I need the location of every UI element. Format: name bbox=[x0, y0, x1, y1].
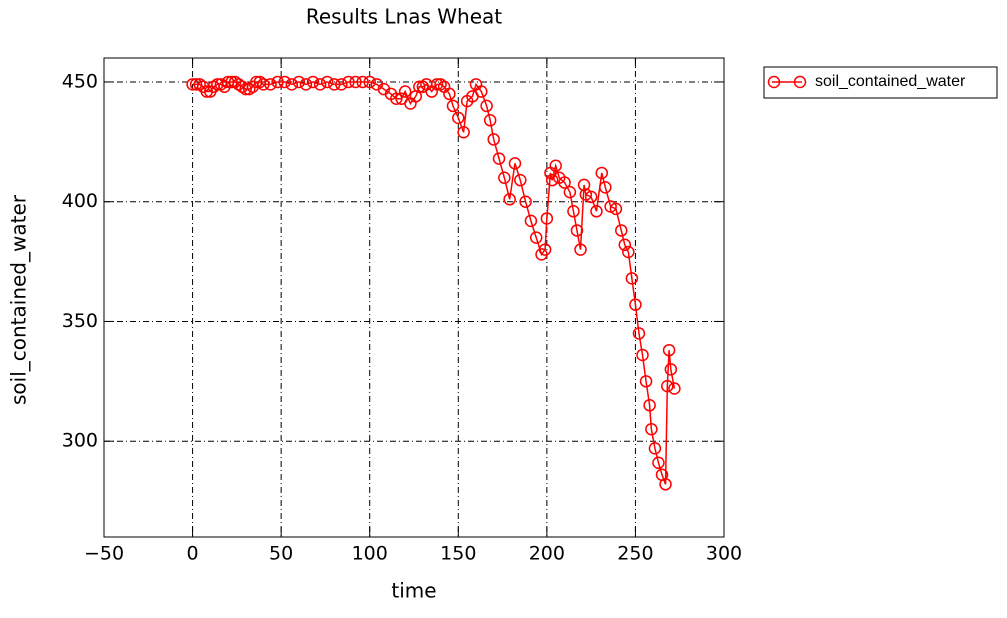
data-point bbox=[648, 442, 662, 455]
data-point bbox=[662, 343, 676, 357]
data-point bbox=[529, 231, 543, 244]
chart-title: Results Lnas Wheat bbox=[306, 5, 502, 29]
data-point bbox=[524, 214, 538, 228]
x-tick-label: 100 bbox=[352, 543, 388, 565]
data-point bbox=[558, 176, 571, 189]
data-point bbox=[313, 78, 327, 91]
x-tick-label: 150 bbox=[440, 543, 476, 565]
x-tick-label: 200 bbox=[529, 543, 565, 565]
data-point bbox=[475, 85, 488, 98]
data-point bbox=[540, 212, 554, 225]
data-point bbox=[225, 75, 238, 89]
data-point bbox=[271, 75, 284, 89]
data-point bbox=[452, 111, 465, 125]
x-tick-label: 0 bbox=[187, 543, 199, 565]
data-point bbox=[668, 382, 681, 395]
data-point bbox=[487, 133, 500, 146]
data-point bbox=[342, 75, 355, 89]
data-point bbox=[636, 348, 649, 362]
data-point bbox=[545, 173, 559, 187]
data-point bbox=[615, 224, 628, 237]
y-tick-label: 450 bbox=[62, 70, 98, 92]
legend-label: soil_contained_water bbox=[815, 73, 966, 90]
data-point bbox=[189, 78, 203, 91]
x-tick-label: 300 bbox=[706, 543, 742, 565]
data-point bbox=[519, 195, 532, 208]
legend-marker bbox=[793, 75, 807, 89]
legend-marker bbox=[767, 75, 781, 89]
legend-box bbox=[763, 66, 998, 99]
data-point bbox=[645, 422, 658, 436]
data-point bbox=[503, 193, 516, 206]
data-line bbox=[192, 81, 676, 485]
data-point bbox=[349, 75, 362, 89]
data-point bbox=[434, 78, 447, 91]
data-point bbox=[398, 85, 412, 98]
data-point bbox=[632, 327, 646, 340]
data-point bbox=[320, 75, 334, 89]
plot-frame bbox=[103, 57, 725, 538]
data-point bbox=[508, 157, 522, 170]
data-point bbox=[257, 78, 270, 91]
data-point bbox=[549, 159, 562, 173]
x-tick-label: −50 bbox=[84, 543, 124, 565]
data-point bbox=[250, 75, 263, 89]
y-tick-label: 350 bbox=[62, 310, 98, 332]
data-point bbox=[363, 75, 376, 89]
data-point bbox=[413, 80, 426, 93]
data-point bbox=[599, 181, 612, 194]
data-point bbox=[278, 75, 291, 89]
data-point bbox=[193, 78, 206, 91]
data-point bbox=[264, 78, 277, 91]
data-point bbox=[306, 75, 320, 89]
data-point bbox=[577, 178, 591, 192]
data-point bbox=[595, 166, 609, 180]
data-point bbox=[567, 205, 580, 218]
data-point bbox=[299, 78, 313, 91]
data-point bbox=[356, 75, 369, 89]
data-point bbox=[590, 205, 603, 218]
x-tick-label: 50 bbox=[269, 543, 293, 565]
data-point bbox=[574, 243, 587, 256]
data-point bbox=[629, 298, 642, 311]
data-point bbox=[661, 379, 674, 393]
data-point bbox=[457, 125, 470, 139]
data-point bbox=[390, 92, 403, 105]
data-point bbox=[285, 78, 299, 91]
y-axis-label: soil_contained_water bbox=[7, 194, 31, 405]
data-point bbox=[480, 99, 493, 113]
data-point bbox=[514, 173, 527, 187]
data-point bbox=[570, 224, 584, 237]
data-point bbox=[492, 152, 506, 165]
data-point bbox=[563, 185, 577, 199]
data-point bbox=[652, 456, 665, 470]
data-point bbox=[243, 82, 256, 96]
data-point bbox=[618, 238, 632, 252]
data-point bbox=[443, 87, 456, 101]
data-point bbox=[446, 99, 460, 113]
data-point bbox=[584, 190, 598, 204]
data-point bbox=[483, 114, 497, 127]
x-axis-label: time bbox=[391, 579, 436, 603]
x-tick-label: 250 bbox=[617, 543, 653, 565]
data-point bbox=[328, 78, 341, 91]
y-tick-label: 400 bbox=[62, 190, 98, 212]
data-point bbox=[625, 272, 639, 285]
data-point bbox=[430, 78, 444, 91]
data-point bbox=[609, 202, 623, 216]
data-point bbox=[538, 243, 552, 256]
y-tick-label: 300 bbox=[62, 430, 98, 452]
data-point bbox=[292, 75, 306, 89]
data-point bbox=[335, 78, 348, 91]
data-point bbox=[639, 375, 653, 388]
data-point bbox=[664, 363, 678, 376]
data-point bbox=[498, 171, 511, 184]
data-point bbox=[643, 399, 656, 412]
data-point bbox=[239, 82, 252, 96]
data-point bbox=[622, 245, 635, 259]
data-point bbox=[659, 478, 672, 491]
